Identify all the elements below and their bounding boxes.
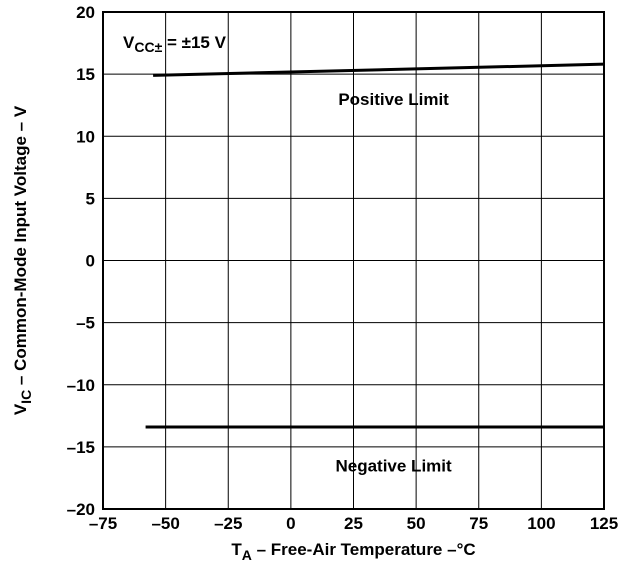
condition-label: VCC± = ±15 V [123, 33, 227, 55]
x-tick-label: 0 [286, 514, 295, 533]
x-axis-label: TA – Free-Air Temperature –°C [231, 540, 475, 563]
series-lines [145, 62, 605, 429]
x-tick-label: 100 [527, 514, 555, 533]
x-tick-label: –50 [151, 514, 179, 533]
x-tick-label: 125 [590, 514, 618, 533]
series-line-positive-limit [153, 62, 605, 77]
plot-frame [102, 11, 605, 510]
x-tick-label: –25 [214, 514, 242, 533]
x-tick-label: –75 [89, 514, 117, 533]
y-tick-label: 0 [86, 252, 95, 271]
x-tick-label: 75 [469, 514, 488, 533]
condition-sub: CC± [134, 39, 162, 55]
y-axis-label-rest: – Common-Mode Input Voltage – V [11, 105, 30, 390]
annotation-label: Positive Limit [338, 90, 449, 109]
y-tick-label: –20 [67, 500, 95, 519]
condition-base: V [123, 33, 135, 52]
x-tick-label: 25 [344, 514, 363, 533]
y-tick-label: 15 [76, 65, 95, 84]
annotation-label: Negative Limit [335, 457, 452, 476]
annotations: Positive Limit Negative Limit [335, 90, 452, 476]
y-tick-label: –15 [67, 438, 95, 457]
y-tick-label: 10 [76, 127, 95, 146]
x-axis-label-sub: A [242, 547, 252, 563]
y-tick-label: –5 [76, 314, 95, 333]
condition-rest: = ±15 V [162, 33, 226, 52]
y-axis-label: VIC – Common-Mode Input Voltage – V [11, 105, 34, 415]
y-tick-label: 20 [76, 3, 95, 22]
x-tick-label: 50 [407, 514, 426, 533]
x-axis-label-base: T [231, 540, 242, 559]
y-axis-label-base: V [11, 403, 30, 415]
x-tick-labels: –75 –50 –25 0 25 50 75 100 125 [89, 514, 618, 533]
y-tick-labels: –20 –15 –10 –5 0 5 10 15 20 [67, 3, 95, 519]
x-axis-label-rest: – Free-Air Temperature –°C [252, 540, 476, 559]
y-tick-label: –10 [67, 376, 95, 395]
y-axis-label-sub: IC [18, 390, 34, 404]
y-tick-label: 5 [86, 189, 95, 208]
grid-lines [102, 11, 605, 510]
